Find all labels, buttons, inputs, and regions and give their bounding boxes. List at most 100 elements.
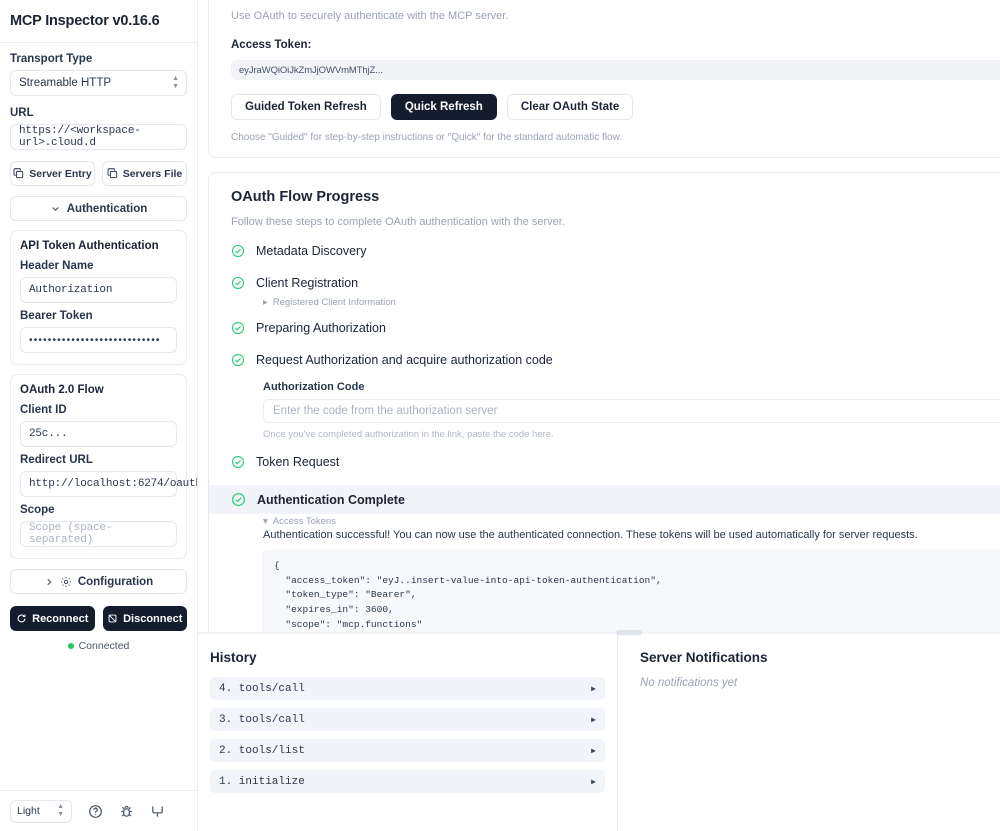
history-title: History [210,650,257,665]
triangle-down-icon: ▾ [263,516,268,527]
copy-icon [13,168,24,179]
reconnect-label: Reconnect [32,612,89,625]
history-item-label: 2. tools/list [219,744,305,757]
caret-right-icon: ▶ [591,684,596,694]
status-text: Connected [78,640,130,652]
authorization-code-block: Authorization Code Enter the code from t… [209,372,1000,444]
oauth-action-buttons: Guided Token Refresh Quick Refresh Clear… [231,94,997,120]
sidebar-footer: Light ▲ ▼ [0,790,197,831]
transport-type-value: Streamable HTTP [19,77,112,89]
access-token-value: eyJraWQiOiJkZmJjOWVmMThjZ... [239,64,383,76]
connection-status: Connected [10,640,187,652]
configuration-toggle[interactable]: Configuration [10,569,187,594]
flow-step-metadata-discovery[interactable]: Metadata Discovery [209,239,1000,263]
check-circle-icon [231,455,245,469]
configuration-label: Configuration [77,575,154,588]
flow-step-preparing-authorization[interactable]: Preparing Authorization [209,316,1000,340]
bearer-token-input[interactable]: •••••••••••••••••••••••••••• [20,327,177,353]
no-notifications-text: No notifications yet [640,677,738,689]
history-item[interactable]: 2. tools/list ▶ [210,739,605,762]
flow-step-label: Request Authorization and acquire author… [256,353,553,367]
sidebar-header: MCP Inspector v0.16.6 [0,0,197,43]
theme-select[interactable]: Light ▲ ▼ [10,799,72,823]
redirect-url-value: http://localhost:6274/oauth/ [29,478,197,490]
transport-type-label: Transport Type [10,53,93,65]
clear-oauth-state-button[interactable]: Clear OAuth State [506,94,634,120]
main-area: Use OAuth to securely authenticate with … [198,0,1000,831]
token-json-block: { "access_token": "eyJ..insert-value-int… [263,550,1000,632]
bearer-token-value: •••••••••••••••••••••••••••• [29,334,161,346]
authorization-code-input[interactable]: Enter the code from the authorization se… [263,399,1000,423]
flow-panel-description: Follow these steps to complete OAuth aut… [231,216,565,228]
check-circle-icon [231,492,246,507]
caret-right-icon: ▶ [591,715,596,725]
redirect-url-label: Redirect URL [20,454,93,466]
guided-token-refresh-label: Guided Token Refresh [245,101,367,113]
oauth-settings-panel: Use OAuth to securely authenticate with … [208,0,1000,158]
bug-icon[interactable] [119,804,134,819]
client-id-input[interactable]: 25c... [20,421,177,447]
gear-icon [60,576,71,587]
authentication-success-text: Authentication successful! You can now u… [263,529,918,541]
flow-step-authentication-complete[interactable]: Authentication Complete [209,485,1000,514]
reconnect-button[interactable]: Reconnect [10,606,95,631]
history-item[interactable]: 4. tools/call ▶ [210,677,605,700]
scope-input[interactable]: Scope (space-separated) [20,521,177,547]
api-token-card: API Token Authentication Header Name Aut… [10,230,187,365]
server-notifications-pane: Server Notifications No notifications ye… [618,634,1000,831]
authentication-label: Authentication [66,202,148,215]
flow-step-client-registration[interactable]: Client Registration [209,271,1000,295]
access-token-value-box[interactable]: eyJraWQiOiJkZmJjOWVmMThjZ... [231,60,1000,80]
history-item[interactable]: 1. initialize ▶ [210,770,605,793]
scope-placeholder: Scope (space-separated) [29,522,113,546]
header-name-label: Header Name [20,260,94,272]
header-name-value: Authorization [29,284,113,296]
server-config-buttons: Server Entry Servers File [10,161,187,186]
server-entry-label: Server Entry [29,167,92,180]
status-dot-icon [67,643,74,649]
quick-refresh-label: Quick Refresh [404,101,483,113]
sidebar-body: Transport Type Streamable HTTP ▲ ▼ URL ht… [0,43,197,790]
registered-client-information-toggle[interactable]: ▸ Registered Client Information [209,295,1000,310]
header-name-input[interactable]: Authorization [20,277,177,303]
guided-token-refresh-button[interactable]: Guided Token Refresh [231,94,381,120]
transport-type-select[interactable]: Streamable HTTP ▲ ▼ [10,70,187,96]
resize-grip-handle[interactable] [616,630,642,635]
authorization-code-placeholder: Enter the code from the authorization se… [273,405,498,417]
authentication-toggle[interactable]: Authentication [10,196,187,221]
api-token-title: API Token Authentication [20,240,159,252]
flow-panel-title: OAuth Flow Progress [231,189,380,205]
url-label: URL [10,107,34,119]
flow-step-token-request[interactable]: Token Request [209,450,1000,474]
access-tokens-toggle[interactable]: ▾ Access Tokens [209,514,1000,529]
oauth-flow-progress-panel: OAuth Flow Progress Follow these steps t… [208,172,1000,632]
history-item-label: 1. initialize [219,775,305,788]
horizontal-resize-divider[interactable] [198,630,1000,635]
chevron-updown-icon: ▲ ▼ [172,75,179,90]
access-tokens-label: Access Tokens [272,516,336,527]
client-id-value: 25c... [29,428,68,440]
flow-step-label: Authentication Complete [257,492,405,507]
flow-step-label: Token Request [256,455,340,469]
servers-file-label: Servers File [122,167,183,180]
url-input[interactable]: https://<workspace-url>.cloud.d [10,124,187,150]
history-item[interactable]: 3. tools/call ▶ [210,708,605,731]
registered-client-information-label: Registered Client Information [272,297,396,308]
connection-buttons: Reconnect Disconnect [10,606,187,631]
chevron-down-icon [52,207,59,211]
quick-refresh-button[interactable]: Quick Refresh [390,94,497,120]
redirect-url-input[interactable]: http://localhost:6274/oauth/ [20,471,197,497]
disconnect-button[interactable]: Disconnect [102,606,187,631]
theme-value: Light [17,805,40,817]
app-title: MCP Inspector v0.16.6 [10,13,160,29]
server-entry-button[interactable]: Server Entry [10,161,95,186]
flow-step-request-authorization[interactable]: Request Authorization and acquire author… [209,348,1000,372]
check-circle-icon [231,353,245,367]
unplug-icon [108,614,117,623]
github-icon[interactable] [150,804,165,819]
check-circle-icon [231,244,245,258]
help-circle-icon[interactable] [88,804,103,819]
servers-file-button[interactable]: Servers File [102,161,187,186]
caret-right-icon: ▶ [591,746,596,756]
